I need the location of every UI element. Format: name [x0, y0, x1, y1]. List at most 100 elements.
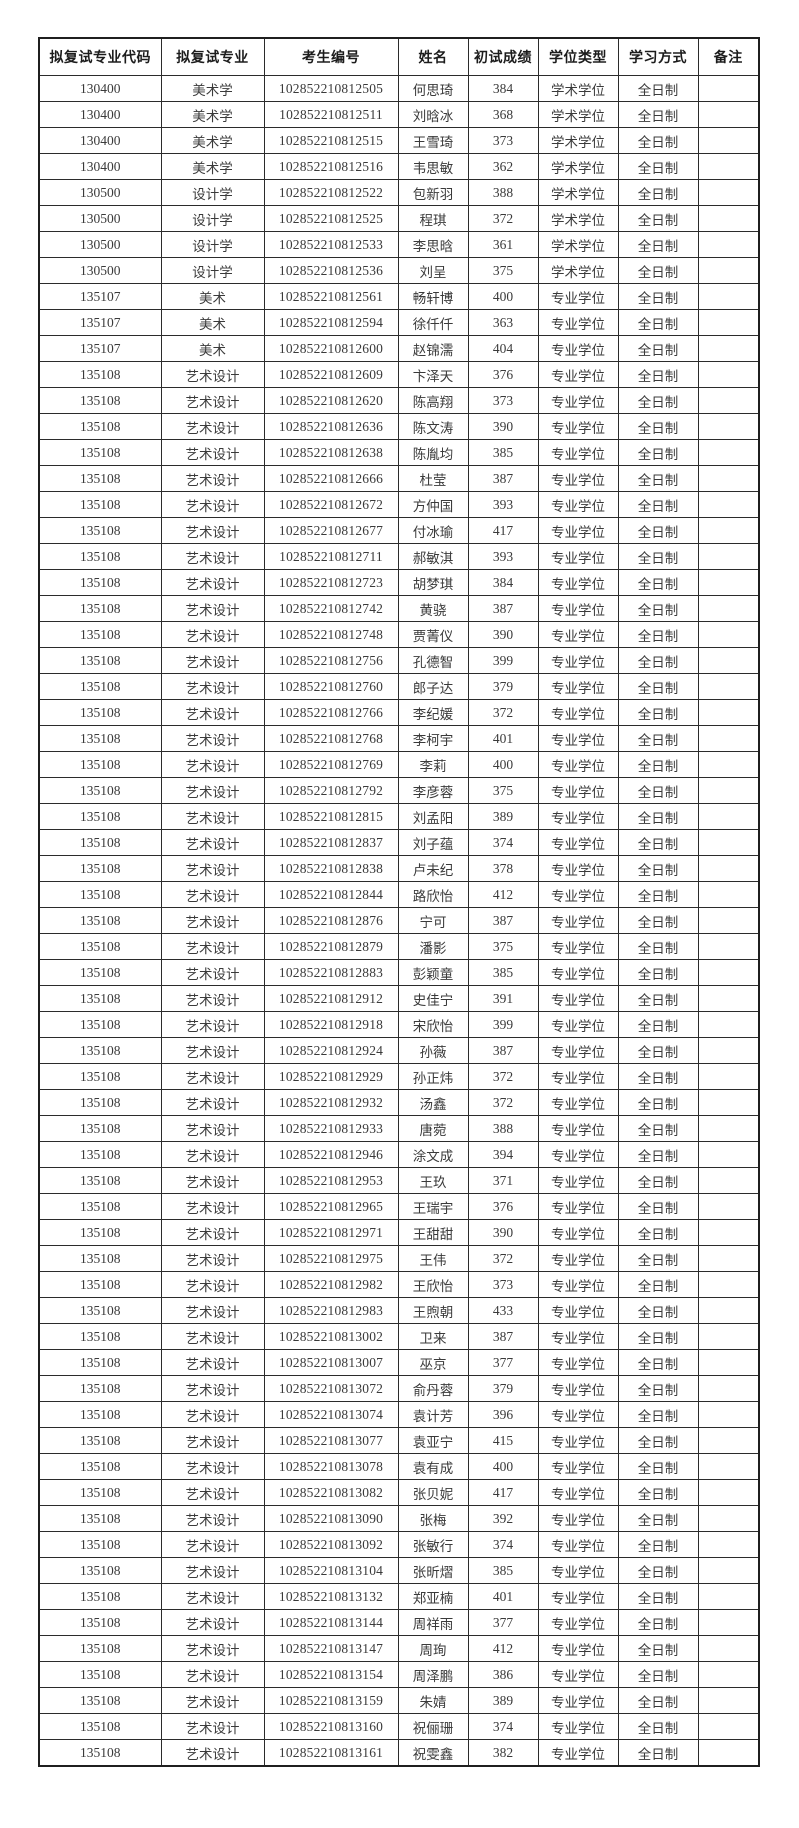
cell-major-code: 135108 [38, 1609, 162, 1636]
cell-study-mode: 全日制 [617, 1531, 699, 1558]
cell-initial-score: 374 [467, 1531, 539, 1558]
cell-candidate-id: 102852210813147 [263, 1635, 399, 1662]
cell-major: 艺术设计 [160, 673, 265, 700]
cell-remark [697, 283, 760, 310]
cell-degree-type: 专业学位 [537, 1557, 619, 1584]
cell-major: 艺术设计 [160, 855, 265, 882]
cell-initial-score: 388 [467, 1115, 539, 1142]
table-row: 130500 设计学 102852210812525 程琪 372 学术学位 全… [38, 205, 760, 232]
cell-study-mode: 全日制 [617, 881, 699, 908]
table-row: 135108 艺术设计 102852210812883 彭颖童 385 专业学位… [38, 959, 760, 986]
cell-major: 设计学 [160, 205, 265, 232]
table-row: 135108 艺术设计 102852210812965 王瑞宇 376 专业学位… [38, 1193, 760, 1220]
cell-initial-score: 389 [467, 1687, 539, 1714]
cell-major: 艺术设计 [160, 465, 265, 492]
cell-major: 艺术设计 [160, 1323, 265, 1350]
cell-initial-score: 363 [467, 309, 539, 336]
cell-candidate-id: 102852210812837 [263, 829, 399, 856]
cell-study-mode: 全日制 [617, 543, 699, 570]
cell-remark [697, 1635, 760, 1662]
cell-study-mode: 全日制 [617, 491, 699, 518]
cell-major: 艺术设计 [160, 1557, 265, 1584]
cell-degree-type: 专业学位 [537, 959, 619, 986]
cell-candidate-id: 102852210812933 [263, 1115, 399, 1142]
cell-major-code: 135108 [38, 933, 162, 960]
col-header-remark: 备注 [697, 37, 760, 76]
table-row: 135108 艺术设计 102852210812636 陈文涛 390 专业学位… [38, 413, 760, 440]
cell-major-code: 135107 [38, 309, 162, 336]
cell-degree-type: 专业学位 [537, 751, 619, 778]
cell-remark [697, 985, 760, 1012]
cell-study-mode: 全日制 [617, 1115, 699, 1142]
cell-initial-score: 389 [467, 803, 539, 830]
cell-study-mode: 全日制 [617, 569, 699, 596]
cell-major: 美术 [160, 309, 265, 336]
cell-major: 艺术设计 [160, 491, 265, 518]
cell-initial-score: 393 [467, 491, 539, 518]
cell-major: 艺术设计 [160, 647, 265, 674]
cell-remark [697, 699, 760, 726]
cell-study-mode: 全日制 [617, 1219, 699, 1246]
cell-name: 包新羽 [397, 179, 469, 206]
cell-remark [697, 257, 760, 284]
table-row: 135108 艺术设计 102852210813161 祝雯鑫 382 专业学位… [38, 1739, 760, 1767]
cell-major-code: 135108 [38, 1011, 162, 1038]
cell-major: 艺术设计 [160, 1167, 265, 1194]
table-row: 135108 艺术设计 102852210812953 王玖 371 专业学位 … [38, 1167, 760, 1194]
cell-remark [697, 933, 760, 960]
cell-remark [697, 1297, 760, 1324]
cell-candidate-id: 102852210812946 [263, 1141, 399, 1168]
cell-major-code: 135108 [38, 881, 162, 908]
cell-study-mode: 全日制 [617, 751, 699, 778]
cell-degree-type: 专业学位 [537, 1479, 619, 1506]
cell-candidate-id: 102852210812815 [263, 803, 399, 830]
cell-initial-score: 401 [467, 1583, 539, 1610]
cell-major: 艺术设计 [160, 1063, 265, 1090]
cell-major: 艺术设计 [160, 1609, 265, 1636]
cell-remark [697, 1583, 760, 1610]
cell-name: 郝敏淇 [397, 543, 469, 570]
table-row: 135108 艺术设计 102852210812879 潘影 375 专业学位 … [38, 933, 760, 960]
cell-major-code: 135108 [38, 985, 162, 1012]
table-row: 135108 艺术设计 102852210812766 李纪媛 372 专业学位… [38, 699, 760, 726]
cell-candidate-id: 102852210812975 [263, 1245, 399, 1272]
table-row: 135107 美术 102852210812561 畅轩博 400 专业学位 全… [38, 283, 760, 310]
cell-study-mode: 全日制 [617, 465, 699, 492]
cell-name: 刘呈 [397, 257, 469, 284]
cell-name: 王伟 [397, 1245, 469, 1272]
cell-candidate-id: 102852210812666 [263, 465, 399, 492]
cell-initial-score: 372 [467, 1063, 539, 1090]
cell-degree-type: 专业学位 [537, 1167, 619, 1194]
cell-degree-type: 专业学位 [537, 777, 619, 804]
cell-name: 韦思敏 [397, 153, 469, 180]
table-row: 135108 艺术设计 102852210813144 周祥雨 377 专业学位… [38, 1609, 760, 1636]
cell-name: 祝俪珊 [397, 1713, 469, 1740]
cell-initial-score: 372 [467, 699, 539, 726]
cell-study-mode: 全日制 [617, 257, 699, 284]
cell-candidate-id: 102852210812638 [263, 439, 399, 466]
cell-major-code: 135108 [38, 621, 162, 648]
cell-study-mode: 全日制 [617, 1271, 699, 1298]
table-row: 135108 艺术设计 102852210813002 卫来 387 专业学位 … [38, 1323, 760, 1350]
cell-degree-type: 专业学位 [537, 1323, 619, 1350]
col-header-candidate-id: 考生编号 [263, 37, 399, 76]
cell-major-code: 135108 [38, 1089, 162, 1116]
cell-remark [697, 1375, 760, 1402]
cell-degree-type: 专业学位 [537, 439, 619, 466]
cell-study-mode: 全日制 [617, 127, 699, 154]
table-row: 135108 艺术设计 102852210812929 孙正炜 372 专业学位… [38, 1063, 760, 1090]
cell-name: 畅轩博 [397, 283, 469, 310]
cell-degree-type: 专业学位 [537, 465, 619, 492]
cell-name: 王煦朝 [397, 1297, 469, 1324]
cell-initial-score: 371 [467, 1167, 539, 1194]
cell-remark [697, 413, 760, 440]
cell-name: 郑亚楠 [397, 1583, 469, 1610]
cell-name: 彭颖童 [397, 959, 469, 986]
cell-major: 艺术设计 [160, 387, 265, 414]
col-header-initial-score: 初试成绩 [467, 37, 539, 76]
cell-major-code: 135108 [38, 647, 162, 674]
cell-remark [697, 829, 760, 856]
table-row: 135108 艺术设计 102852210812946 涂文成 394 专业学位… [38, 1141, 760, 1168]
cell-major-code: 135108 [38, 1115, 162, 1142]
cell-major: 艺术设计 [160, 413, 265, 440]
